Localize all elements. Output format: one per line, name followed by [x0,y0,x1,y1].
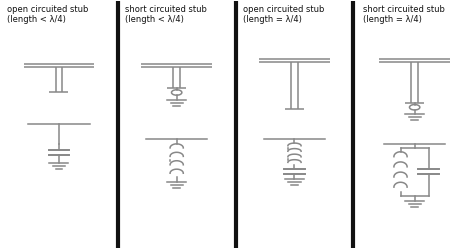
Text: open circuited stub
(length = λ/4): open circuited stub (length = λ/4) [243,5,324,24]
Text: short circuited stub
(length < λ/4): short circuited stub (length < λ/4) [125,5,207,24]
Text: open circuited stub
(length < λ/4): open circuited stub (length < λ/4) [7,5,89,24]
Text: short circuited stub
(length = λ/4): short circuited stub (length = λ/4) [363,5,445,24]
